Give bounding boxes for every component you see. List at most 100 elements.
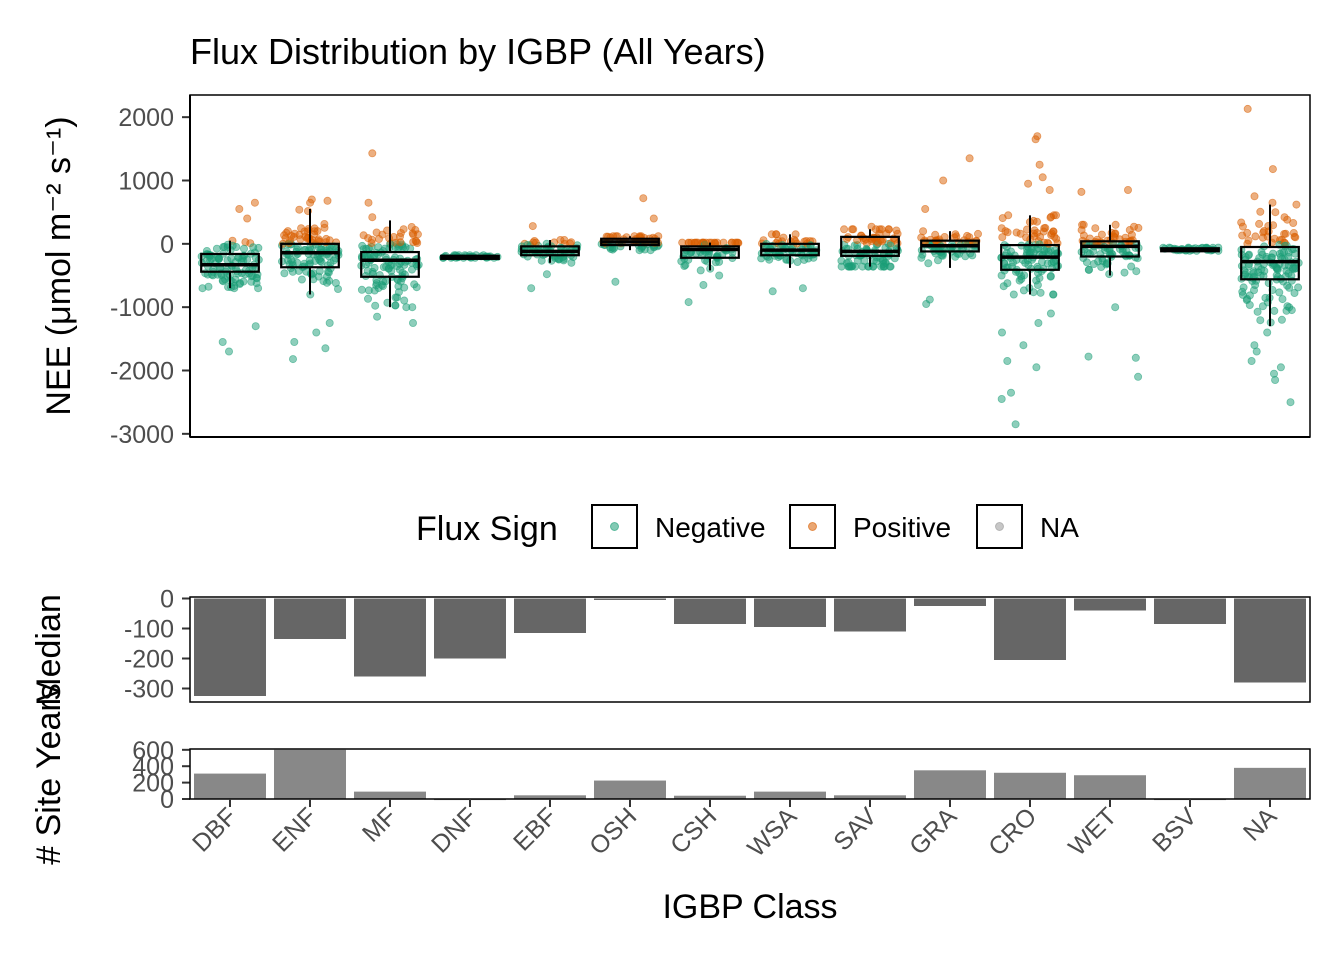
outlier-point-wet: [1084, 352, 1093, 361]
site-years-bar-ebf: [514, 795, 586, 799]
outlier-point-gra: [921, 204, 930, 213]
point-sav: [840, 225, 849, 234]
outlier-point-sav: [867, 222, 876, 231]
median-bar-enf: [274, 598, 346, 639]
point-sav: [837, 256, 846, 265]
median-y-tick-label: -100: [124, 616, 174, 644]
point-enf: [295, 230, 304, 239]
point-cro: [1022, 233, 1031, 242]
point-cro: [997, 224, 1006, 233]
legend-title: Flux Sign: [416, 510, 558, 548]
point-na: [1250, 286, 1259, 295]
outlier-point-enf: [290, 337, 299, 346]
outlier-point-mf: [373, 312, 382, 321]
site-years-y-tick-label: 0: [160, 786, 174, 814]
point-mf: [391, 301, 400, 310]
point-cro: [998, 233, 1007, 242]
point-na: [1257, 247, 1266, 256]
point-sav: [878, 256, 887, 265]
median-bar-na: [1234, 598, 1306, 683]
box-csh: [680, 245, 740, 259]
y-tick-label: -2000: [110, 358, 174, 386]
point-cro: [1029, 216, 1038, 225]
point-na: [1255, 219, 1264, 228]
x-tick-label-ebf: EBF: [508, 802, 562, 856]
x-tick-label-enf: ENF: [267, 802, 322, 857]
median-y-ticks: 0-100-200-300: [124, 586, 190, 704]
outlier-point-na: [1268, 198, 1277, 207]
box-wet: [1080, 240, 1140, 258]
outlier-point-ebf: [528, 222, 537, 231]
point-na: [1287, 276, 1296, 285]
outlier-point-cro: [1024, 179, 1033, 188]
x-tick-label-dbf: DBF: [187, 802, 242, 857]
point-na: [1280, 229, 1289, 238]
outlier-point-cro: [998, 328, 1007, 337]
point-gra: [974, 229, 983, 238]
point-gra: [924, 259, 933, 268]
outlier-point-na: [1268, 165, 1277, 174]
x-tick-label-gra: GRA: [904, 802, 962, 860]
point-mf: [402, 303, 411, 312]
box-sav: [840, 235, 900, 257]
point-dbf: [208, 271, 217, 280]
point-cro: [1012, 228, 1021, 237]
legend-swatch-positive: [808, 522, 817, 531]
point-na: [1280, 213, 1289, 222]
site-years-bar-sav: [834, 795, 906, 799]
outlier-point-na: [1286, 398, 1295, 407]
point-cro: [1036, 288, 1045, 297]
point-sav: [874, 238, 883, 247]
point-wsa: [782, 255, 791, 264]
outlier-point-wet: [1134, 372, 1143, 381]
x-axis-ticks: DBF ENF MF DNF EBF OSH CSH WSA SAV GRA CRO WET BSV NA: [187, 799, 1282, 863]
outlier-point-cro: [1045, 185, 1054, 194]
legend-items: Negative Positive NA: [591, 504, 1079, 549]
point-mf: [374, 283, 383, 292]
point-osh: [635, 246, 644, 255]
point-cro: [1020, 271, 1029, 280]
outlier-point-ebf: [527, 284, 536, 293]
point-mf: [400, 283, 409, 292]
median-y-tick-label: -200: [124, 646, 174, 674]
point-gra: [919, 227, 928, 236]
x-tick-label-mf: MF: [357, 802, 402, 847]
site-years-bars: [194, 749, 1306, 801]
point-dbf: [212, 244, 221, 253]
point-na: [1285, 283, 1294, 292]
point-gra: [968, 251, 977, 260]
point-cro: [999, 282, 1008, 291]
outlier-point-cro: [1035, 160, 1044, 169]
point-wet: [1089, 259, 1098, 268]
point-csh: [678, 238, 687, 247]
point-cro: [1029, 248, 1038, 257]
outlier-point-cro: [1034, 318, 1043, 327]
outlier-point-enf: [288, 355, 297, 364]
point-cro: [1039, 227, 1048, 236]
legend-swatch-na: [995, 522, 1004, 531]
point-na: [1256, 316, 1265, 325]
legend-label-na: NA: [1040, 512, 1079, 543]
point-dbf: [239, 277, 248, 286]
point-mf: [396, 238, 405, 247]
point-gra: [917, 253, 926, 262]
chart-title: Flux Distribution by IGBP (All Years): [190, 31, 766, 72]
outlier-point-csh: [699, 280, 708, 289]
point-enf: [280, 231, 289, 240]
point-wet: [1120, 268, 1129, 277]
median-y-tick-label: -300: [124, 676, 174, 704]
median-bars: [194, 598, 1306, 696]
outlier-point-cro: [1011, 420, 1020, 429]
outlier-point-mf: [368, 149, 377, 158]
point-csh: [701, 238, 710, 247]
point-dbf: [252, 274, 261, 283]
site-years-bar-osh: [594, 780, 666, 799]
point-na: [1238, 222, 1247, 231]
point-mf: [410, 280, 419, 289]
point-wet: [1127, 262, 1136, 271]
point-mf: [394, 288, 403, 297]
point-na: [1289, 263, 1298, 272]
point-csh: [696, 266, 705, 275]
outlier-point-enf: [323, 196, 332, 205]
